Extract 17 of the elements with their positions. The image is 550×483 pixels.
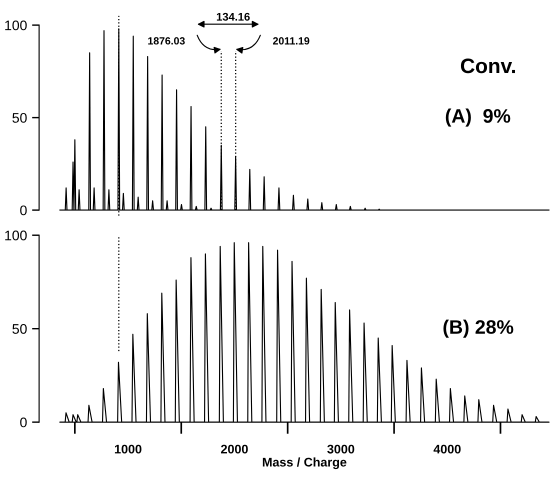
x-axis-title: Mass / Charge xyxy=(262,457,346,470)
x-tick-label: 1000 xyxy=(114,444,142,454)
y-tick-label: 100 xyxy=(5,20,27,30)
x-tick-label: 2000 xyxy=(220,444,248,454)
y-tick-label: 50 xyxy=(12,324,27,334)
annotation: Conv. xyxy=(460,58,515,74)
x-tick-label: 4000 xyxy=(434,444,461,454)
y-tick-label: 0 xyxy=(20,417,27,428)
y-tick-label: 100 xyxy=(5,230,27,240)
y-tick-label: 0 xyxy=(20,205,27,216)
text: 134.16 xyxy=(216,12,250,21)
annotation: (A) 9% xyxy=(446,108,510,127)
annotation: 1876.03 xyxy=(148,37,185,45)
y-tick-label: 50 xyxy=(12,112,27,123)
x-tick-label: 3000 xyxy=(327,444,354,454)
annotation: 2011.19 xyxy=(273,37,310,45)
annotation: (B) 28% xyxy=(443,320,514,338)
